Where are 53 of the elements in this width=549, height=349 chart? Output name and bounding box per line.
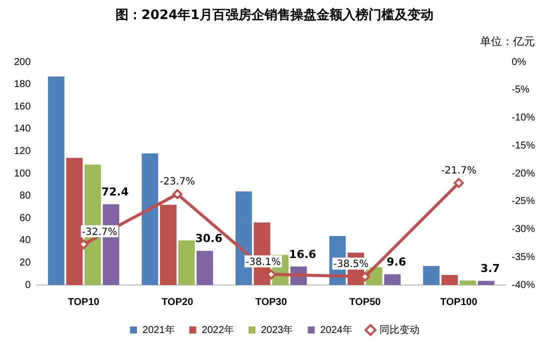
x-tick-label: TOP100 xyxy=(440,296,478,308)
y2-tick-label: -5% xyxy=(512,84,530,96)
y-tick-label: 0 xyxy=(25,280,32,291)
data-label: -38.5% xyxy=(333,259,369,270)
y-tick-label: 40 xyxy=(20,235,32,246)
y2-tick-label: -15% xyxy=(512,140,536,152)
data-label: 16.6 xyxy=(289,248,317,261)
data-label: 30.6 xyxy=(195,232,223,246)
y-tick-label: 20 xyxy=(20,257,32,268)
point xyxy=(172,189,182,200)
legend-label: 2021年 xyxy=(142,324,175,336)
y-tick-label: 180 xyxy=(14,79,32,90)
point xyxy=(454,178,464,188)
y2-tick-label: -40% xyxy=(512,280,536,291)
legend-label: 2022年 xyxy=(202,324,234,336)
x-tick-label: TOP50 xyxy=(349,296,382,308)
bar xyxy=(48,76,64,285)
bar xyxy=(142,153,158,285)
bar xyxy=(423,266,440,285)
y2-tick-label: -20% xyxy=(512,168,536,180)
y2-tick-label: -25% xyxy=(512,196,536,208)
bar xyxy=(441,274,458,285)
bar xyxy=(460,280,476,285)
data-label: 72.4 xyxy=(101,186,129,199)
legend-label: 2023年 xyxy=(261,324,294,336)
legend-label: 同比变动 xyxy=(379,324,420,336)
data-label: 9.6 xyxy=(386,256,406,269)
y2-tick-label: -35% xyxy=(512,252,536,263)
y-tick-label: 80 xyxy=(20,190,32,202)
y-tick-label: 60 xyxy=(20,212,32,224)
x-tick-label: TOP10 xyxy=(68,296,100,308)
data-label: -23.7% xyxy=(160,176,196,188)
bar xyxy=(178,240,195,285)
bar xyxy=(384,274,401,285)
x-tick-label: TOP30 xyxy=(255,296,288,308)
legend-label: 2024年 xyxy=(320,324,352,336)
bar xyxy=(478,280,494,285)
data-label: 3.7 xyxy=(480,262,500,276)
y2-tick-label: -10% xyxy=(512,112,536,124)
data-label: -38.1% xyxy=(245,257,281,268)
y-tick-label: 100 xyxy=(14,168,32,180)
data-label: -32.7% xyxy=(82,226,118,238)
y2-tick-label: 0% xyxy=(512,56,526,68)
y-tick-label: 160 xyxy=(14,101,32,112)
y2-tick-label: -30% xyxy=(512,224,536,235)
y-tick-label: 140 xyxy=(14,124,32,135)
x-tick-label: TOP20 xyxy=(162,296,194,308)
text: 单位：亿元 xyxy=(480,34,535,49)
chart-title: 图：2024年1月百强房企销售操盘金额入榜门槛及变动 xyxy=(114,6,435,24)
y-tick-label: 120 xyxy=(14,146,32,157)
bar xyxy=(196,250,214,285)
y-tick-label: 200 xyxy=(14,56,32,68)
data-label: -21.7% xyxy=(441,166,476,177)
